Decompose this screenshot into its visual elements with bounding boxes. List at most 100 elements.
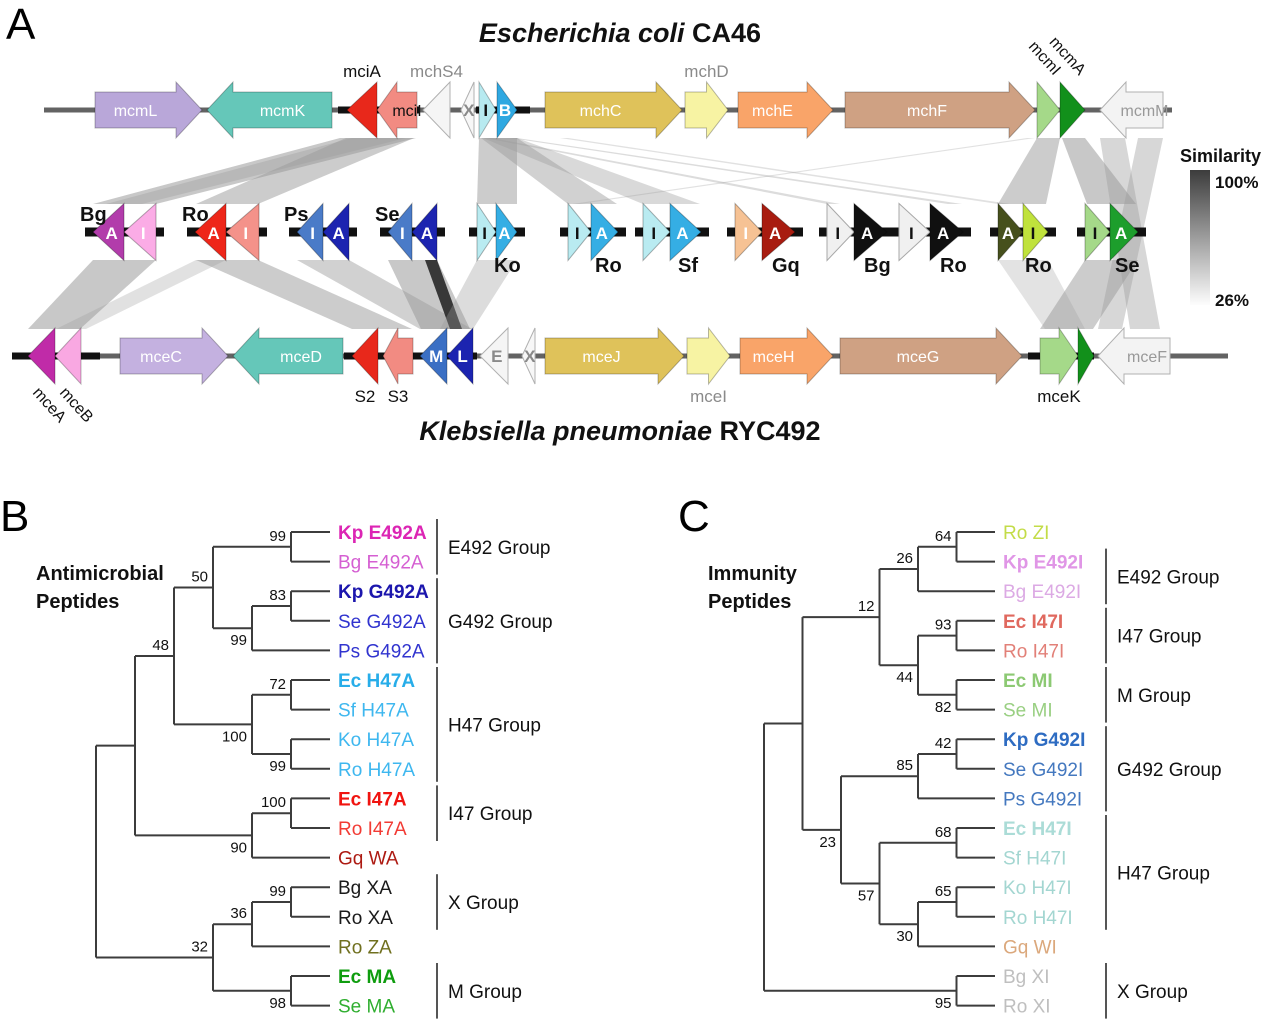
- similarity-ribbon: [485, 138, 840, 204]
- pair-gene-letter-Ko-h47-A: A: [498, 224, 510, 243]
- pair-gene-letter-Ro-x-I: I: [909, 224, 914, 243]
- c-bootstrap-value: 82: [935, 699, 952, 716]
- panel-b-label: B: [0, 492, 30, 541]
- b-leaf-label-Sf-H47A: Sf H47A: [338, 701, 409, 722]
- b-bootstrap-value: 99: [269, 758, 286, 775]
- pair-label-Bg-e492: Bg: [80, 204, 107, 226]
- similarity-ribbon: [425, 260, 462, 329]
- c-group-label-G492-Group: G492 Group: [1117, 760, 1222, 781]
- c-leaf-label-Ps-G492I: Ps G492I: [1003, 789, 1082, 810]
- gene-label-mchF: mchF: [907, 103, 947, 120]
- gene-arrow-mceX: [521, 327, 536, 385]
- similarity-ribbon: [440, 260, 517, 329]
- pair-gene-letter-Sf-h47-A: A: [676, 224, 688, 243]
- pair-gene-letter-Ps-g492-A: A: [332, 224, 344, 243]
- b-leaf-label-Ro-H47A: Ro H47A: [338, 760, 415, 781]
- b-bootstrap-value: 90: [230, 839, 247, 856]
- b-leaf-label-Bg-E492A: Bg E492A: [338, 553, 424, 574]
- panel-b-title: Antimicrobial Peptides: [36, 563, 164, 613]
- similarity-ribbon: [56, 260, 226, 329]
- gene-arrow-mcmK: [206, 80, 333, 140]
- b-bootstrap-value: 50: [191, 569, 208, 586]
- gene-arrow-mchX: [460, 81, 475, 139]
- gene-arrow-mceK2: [1077, 326, 1095, 386]
- gene-arrow-mchI: [478, 80, 497, 140]
- pair-gene-letter-Se-m-A: A: [1115, 224, 1127, 243]
- gene-label-mcmK: mcmK: [260, 103, 306, 120]
- gene-label-mciI: mciI: [392, 103, 421, 120]
- gene-arrow-mchS4: [422, 80, 451, 140]
- gene-label-mcmM: mcmM: [1121, 103, 1169, 120]
- pair-gene-letter-Ro-i47-I: I: [243, 224, 248, 243]
- pair-label-Sf-h47: Sf: [678, 255, 698, 277]
- c-bootstrap-value: 44: [896, 669, 913, 686]
- gene-arrow-mcmL: [94, 80, 203, 140]
- c-leaf-label-Kp-E492I: Kp E492I: [1003, 553, 1083, 574]
- gene-arrow-mceE: [479, 326, 509, 386]
- gene-arrow-mceA: [27, 326, 56, 386]
- gene-arrow-mceK: [1039, 326, 1079, 386]
- c-bootstrap-value: 23: [819, 834, 836, 851]
- pair-gene-Bg-x-A: [853, 202, 888, 262]
- pair-gene-Se-g492-A: [411, 202, 438, 262]
- pair-label-Ko-h47: Ko: [494, 255, 521, 277]
- b-bootstrap-value: 32: [191, 939, 208, 956]
- gene-label-mchB: B: [499, 101, 511, 120]
- similarity-ribbon: [483, 138, 700, 204]
- c-bootstrap-value: 57: [858, 888, 875, 905]
- b-group-label-M-Group: M Group: [448, 982, 522, 1003]
- pair-gene-letter-Bg-x-I: I: [835, 224, 840, 243]
- gene-arrow-mchF: [844, 80, 1036, 140]
- c-leaf-label-Ec-I47I: Ec I47I: [1003, 612, 1063, 633]
- similarity-ribbon: [481, 138, 617, 204]
- similarity-gradient-bar: [1190, 170, 1210, 305]
- gene-arrow-mceC: [119, 326, 229, 386]
- pair-label-Ro-i47: Ro: [182, 204, 209, 226]
- pair-gene-Gq-w-I: [734, 202, 763, 262]
- gene-arrow-mceF: [1097, 326, 1171, 386]
- pair-gene-Ps-g492-A: [322, 202, 350, 262]
- gene-label-mceS2: S2: [355, 387, 376, 406]
- pair-label-Ro-x: Ro: [940, 255, 967, 277]
- pair-gene-letter-Se-g492-A: A: [421, 224, 433, 243]
- pair-gene-Ro-i47-I: [225, 202, 260, 262]
- b-group-label-E492-Group: E492 Group: [448, 538, 550, 559]
- pair-gene-Ro-z-I: [1022, 202, 1049, 262]
- b-leaf-label-Kp-G492A: Kp G492A: [338, 582, 429, 603]
- similarity-ribbon: [28, 260, 156, 329]
- bottom-species-name: Klebsiella pneumoniae: [419, 416, 713, 446]
- pair-gene-letter-Ko-h47-I: I: [482, 224, 487, 243]
- pair-gene-Ko-h47-A: [495, 201, 518, 263]
- gene-arrow-mceB: [54, 326, 82, 386]
- b-bootstrap-value: 100: [261, 794, 286, 811]
- similarity-max-label: 100%: [1215, 173, 1259, 192]
- similarity-legend-title: Similarity: [1180, 146, 1261, 166]
- gene-label-mceL: L: [457, 347, 467, 366]
- gene-arrow-mceL: [446, 326, 474, 386]
- b-group-label-I47-Group: I47 Group: [448, 804, 533, 825]
- pair-gene-letter-Ro-z-A: A: [1002, 224, 1014, 243]
- b-leaf-label-Se-MA: Se MA: [338, 997, 395, 1018]
- gene-label-mceS3: S3: [388, 387, 409, 406]
- pair-label-Bg-x: Bg: [864, 255, 891, 277]
- b-leaf-label-Ro-XA: Ro XA: [338, 908, 393, 929]
- pair-gene-Ro-z-A: [997, 202, 1024, 262]
- pair-gene-letter-Gq-w-A: A: [769, 224, 781, 243]
- b-leaf-label-Ps-G492A: Ps G492A: [338, 641, 425, 662]
- c-leaf-label-Ro-H47I: Ro H47I: [1003, 908, 1073, 929]
- gene-arrow-mchC: [544, 80, 683, 140]
- pair-gene-letter-Bg-e492-I: I: [141, 224, 146, 243]
- similarity-ribbon: [477, 138, 517, 204]
- gene-arrow-mciA: [346, 80, 378, 140]
- b-bootstrap-value: 48: [152, 637, 169, 654]
- gene-label-mceG: mceG: [897, 349, 940, 366]
- b-leaf-label-Kp-E492A: Kp E492A: [338, 523, 427, 544]
- gene-label-mcmL: mcmL: [114, 103, 158, 120]
- pair-gene-Se-m-I: [1084, 202, 1111, 262]
- pair-gene-letter-Ps-g492-I: I: [310, 224, 315, 243]
- b-leaf-label-Ec-H47A: Ec H47A: [338, 671, 415, 692]
- b-bootstrap-value: 83: [269, 587, 286, 604]
- gene-label-mceF: mceF: [1127, 349, 1167, 366]
- gene-label-mchX: X: [463, 101, 475, 120]
